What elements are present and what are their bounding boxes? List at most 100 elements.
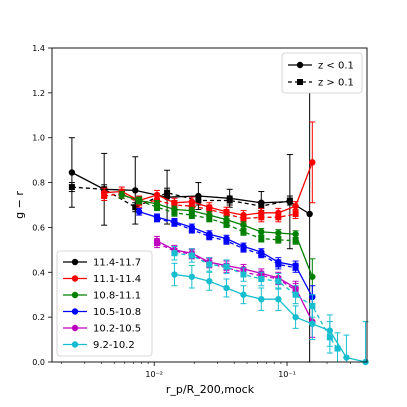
data-point bbox=[171, 218, 178, 226]
series-9-2-10-2 bbox=[171, 245, 369, 366]
series-11-1-11-4 bbox=[100, 121, 316, 224]
data-point bbox=[135, 197, 143, 204]
data-point bbox=[223, 263, 230, 270]
data-point bbox=[240, 291, 247, 298]
legend-marker-11-1-11-4 bbox=[71, 275, 79, 282]
data-point bbox=[275, 209, 282, 217]
y-tick-label-1-0: 1.0 bbox=[32, 134, 45, 143]
data-point bbox=[326, 327, 334, 334]
y-axis-label: g − r bbox=[13, 191, 26, 219]
data-point bbox=[306, 210, 313, 218]
legend-label-10-5-10-8: 10.5-10.8 bbox=[93, 307, 141, 318]
data-point bbox=[223, 235, 230, 242]
data-point bbox=[188, 198, 196, 205]
data-point bbox=[292, 313, 299, 321]
data-point bbox=[195, 192, 202, 200]
data-point bbox=[223, 216, 230, 223]
data-point bbox=[292, 291, 299, 298]
data-point bbox=[206, 230, 213, 238]
data-point bbox=[240, 221, 247, 229]
data-point bbox=[292, 230, 299, 238]
legend-label-10-8-11-1: 10.8-11.1 bbox=[93, 291, 141, 302]
data-point bbox=[258, 235, 265, 242]
data-point bbox=[188, 212, 195, 219]
data-point bbox=[188, 207, 196, 214]
series-10-8-11-1 bbox=[118, 191, 316, 296]
y-tick-label-0-8: 0.8 bbox=[32, 179, 45, 188]
data-point bbox=[153, 200, 161, 208]
series-line-10-2-10-5-z-low bbox=[156, 240, 313, 322]
data-point bbox=[258, 276, 265, 283]
data-point bbox=[171, 250, 178, 257]
legend-marker-z-0-1 bbox=[296, 61, 304, 69]
data-point bbox=[309, 320, 316, 328]
x-tick-label-0-1: 10⁻¹ bbox=[278, 370, 296, 379]
data-point bbox=[171, 206, 178, 213]
legend-label-11-4-11-7: 11.4-11.7 bbox=[93, 258, 141, 269]
data-point bbox=[275, 258, 282, 266]
data-point bbox=[206, 204, 213, 211]
data-point bbox=[292, 202, 299, 210]
legend-marker-10-2-10-5 bbox=[71, 324, 79, 332]
series-layer bbox=[68, 65, 369, 366]
data-point bbox=[275, 296, 282, 303]
data-point bbox=[118, 191, 125, 199]
legend-marker-9-2-10-2 bbox=[71, 341, 79, 348]
data-point bbox=[240, 271, 247, 278]
data-point bbox=[258, 248, 265, 256]
legend-frame bbox=[56, 250, 153, 357]
data-point bbox=[188, 252, 195, 259]
data-point bbox=[132, 187, 139, 194]
y-tick-label-0-4: 0.4 bbox=[32, 268, 45, 277]
data-point bbox=[240, 228, 247, 235]
data-point bbox=[153, 214, 161, 221]
data-point bbox=[292, 262, 299, 269]
series-10-5-10-8 bbox=[135, 207, 316, 309]
axis-layer: 0.0 0.2 0.4 0.6 0.8 1.0 1.2 1.4 10⁻² 10⁻¹ bbox=[32, 44, 351, 379]
data-point bbox=[309, 302, 316, 309]
legend-label-z-0-1: z > 0.1 bbox=[318, 78, 354, 89]
data-point bbox=[68, 169, 76, 176]
data-point bbox=[309, 273, 316, 280]
legend-marker-11-4-11-7 bbox=[71, 258, 79, 266]
legend-label-z-0-1: z < 0.1 bbox=[318, 61, 354, 72]
data-point bbox=[135, 208, 143, 215]
data-point bbox=[258, 228, 265, 236]
legend-marker-z-0-1 bbox=[297, 79, 303, 85]
data-point bbox=[171, 271, 178, 278]
y-tick-label-0-6: 0.6 bbox=[32, 223, 45, 232]
x-axis-label: r_p/R_200,mock bbox=[166, 383, 255, 396]
data-point bbox=[286, 198, 294, 205]
series-line-10-8-11-1-z-high bbox=[138, 199, 296, 242]
data-point bbox=[275, 278, 282, 285]
legend-linestyle: z < 0.1 z > 0.1 bbox=[281, 52, 363, 94]
data-point bbox=[188, 273, 196, 280]
data-point bbox=[226, 195, 233, 202]
data-point bbox=[223, 284, 230, 292]
data-point bbox=[206, 278, 213, 285]
legend-label-11-1-11-4: 11.1-11.4 bbox=[93, 274, 141, 285]
data-point bbox=[100, 189, 108, 196]
data-point bbox=[240, 243, 247, 250]
data-point bbox=[343, 354, 350, 361]
y-tick-label-0-2: 0.2 bbox=[32, 313, 45, 322]
legend-marker-10-5-10-8 bbox=[71, 308, 79, 315]
data-point bbox=[206, 211, 213, 219]
legend-mass-bins: 11.4-11.7 11.1-11.4 10.8-11.1 10.5-10.8 10.2… bbox=[56, 250, 153, 357]
x-tick-label-0-01: 10⁻² bbox=[145, 370, 163, 379]
data-point bbox=[258, 199, 265, 206]
data-point bbox=[292, 210, 299, 217]
data-point bbox=[240, 211, 247, 219]
plot-frame bbox=[51, 47, 368, 363]
data-point bbox=[188, 224, 196, 231]
data-point bbox=[309, 159, 316, 166]
data-point bbox=[292, 237, 299, 244]
legend-label-9-2-10-2: 9.2-10.2 bbox=[93, 340, 135, 351]
y-tick-label-0-0: 0.0 bbox=[32, 358, 45, 367]
data-point bbox=[258, 296, 265, 303]
data-point bbox=[153, 237, 161, 245]
legend-label-10-2-10-5: 10.2-10.5 bbox=[93, 324, 141, 335]
y-tick-label-1-4: 1.4 bbox=[32, 44, 45, 53]
data-point bbox=[171, 199, 178, 206]
